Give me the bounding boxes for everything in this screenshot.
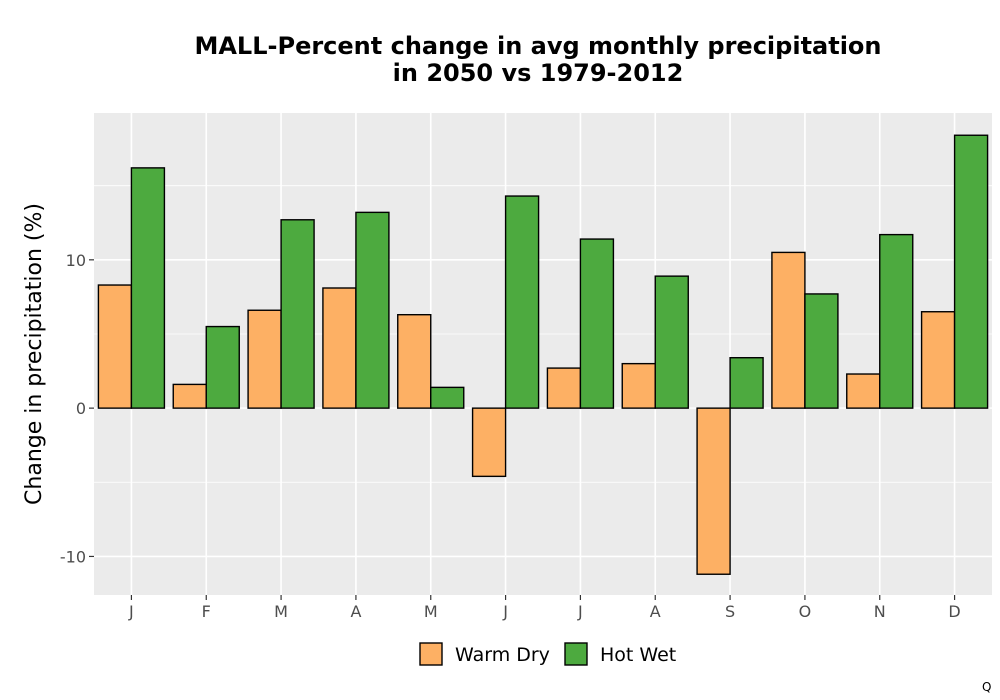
x-tick-label: J — [502, 602, 508, 621]
chart-title-line1: MALL-Percent change in avg monthly preci… — [194, 32, 881, 60]
bars — [97, 134, 989, 575]
bar-hot-wet — [654, 275, 689, 409]
bar-warm-dry — [771, 251, 806, 409]
plot-panel — [94, 113, 992, 595]
y-tick-label: 0 — [76, 399, 86, 418]
bar-hot-wet — [729, 357, 764, 409]
legend: Warm Dry Hot Wet — [419, 642, 676, 666]
x-tick-label: O — [799, 602, 812, 621]
legend-key — [564, 642, 588, 666]
x-tick-label: J — [128, 602, 134, 621]
x-tick-label: S — [725, 602, 735, 621]
y-tick-label: 10 — [66, 251, 86, 270]
bar-warm-dry — [247, 309, 282, 409]
x-tick-label: M — [274, 602, 288, 621]
x-tick-label: J — [577, 602, 583, 621]
bar-warm-dry — [696, 407, 731, 575]
x-tick-label: F — [202, 602, 211, 621]
bar-hot-wet — [953, 134, 989, 409]
legend-key — [419, 642, 443, 666]
bar-hot-wet — [205, 325, 240, 409]
bar-warm-dry — [97, 284, 133, 409]
y-axis-label: Change in precipitation (%) — [22, 203, 47, 505]
axis-ticks: -10 0 10 J F M A M J J A S O N D — [60, 251, 961, 621]
bar-hot-wet — [504, 195, 540, 409]
bar-hot-wet — [879, 233, 914, 409]
x-tick-label: A — [350, 602, 361, 621]
chart-title-line2: in 2050 vs 1979-2012 — [393, 59, 684, 87]
bar-warm-dry — [397, 313, 432, 409]
bar-hot-wet — [280, 219, 315, 409]
bar-hot-wet — [430, 386, 465, 409]
bar-warm-dry — [471, 407, 507, 478]
bar-hot-wet — [130, 167, 166, 409]
bar-warm-dry — [322, 287, 357, 409]
legend-label: Hot Wet — [600, 644, 676, 666]
bar-hot-wet — [579, 238, 615, 409]
corner-mark: Q — [982, 680, 991, 694]
y-tick-label: -10 — [60, 547, 86, 566]
x-tick-label: M — [424, 602, 438, 621]
bar-hot-wet — [804, 293, 839, 409]
bar-warm-dry — [920, 311, 956, 409]
bar-warm-dry — [846, 373, 881, 409]
bar-warm-dry — [172, 383, 207, 409]
bar-warm-dry — [546, 367, 582, 409]
legend-label: Warm Dry — [455, 644, 550, 666]
x-tick-label: A — [650, 602, 661, 621]
bar-warm-dry — [621, 362, 656, 409]
x-tick-label: N — [874, 602, 886, 621]
x-tick-label: D — [948, 602, 960, 621]
bar-hot-wet — [355, 211, 390, 409]
